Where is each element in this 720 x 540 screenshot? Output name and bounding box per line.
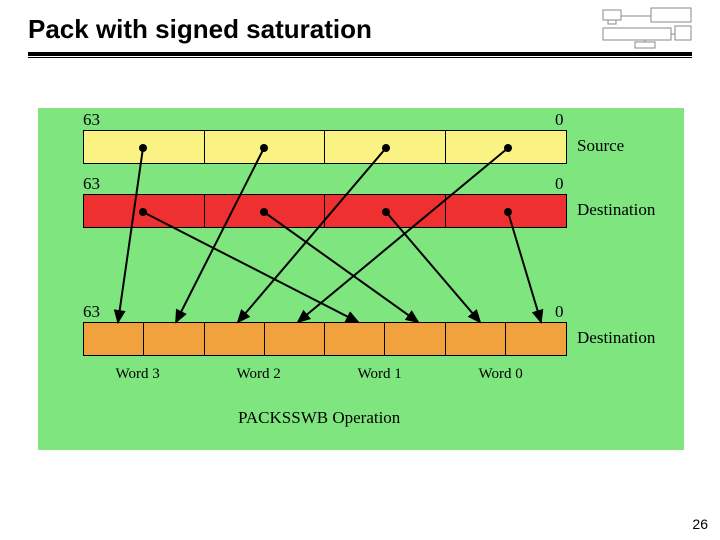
header-logo-icon bbox=[601, 6, 696, 51]
arrow bbox=[238, 148, 386, 322]
dst1-cell bbox=[84, 195, 205, 227]
src-cell bbox=[325, 131, 446, 163]
diagram-caption: PACKSSWB Operation bbox=[238, 408, 400, 428]
dst2-cell bbox=[144, 323, 204, 355]
bit-label: 63 bbox=[83, 174, 100, 194]
dst1-cell bbox=[325, 195, 446, 227]
bit-label: 0 bbox=[555, 302, 564, 322]
arrow bbox=[176, 148, 264, 322]
slide: Pack with signed saturation 63 0 Source 63 0… bbox=[0, 0, 720, 540]
bit-label: 63 bbox=[83, 110, 100, 130]
src-cell bbox=[446, 131, 567, 163]
arrow bbox=[508, 212, 541, 322]
packsswb-diagram: 63 0 Source 63 0 Destination 63 0 Destination Wor… bbox=[38, 108, 684, 450]
src-cell bbox=[84, 131, 205, 163]
dst1-cell bbox=[205, 195, 326, 227]
word-label: Word 3 bbox=[116, 366, 160, 383]
page-number: 26 bbox=[692, 516, 708, 532]
word-label: Word 2 bbox=[237, 366, 281, 383]
arrow bbox=[143, 212, 358, 322]
dst2-cell bbox=[84, 323, 144, 355]
arrow bbox=[298, 148, 508, 322]
dst2-cell bbox=[385, 323, 445, 355]
dst2-cell bbox=[446, 323, 506, 355]
arrow bbox=[386, 212, 480, 322]
dst1-cell bbox=[446, 195, 567, 227]
title-underline-thin bbox=[28, 57, 692, 58]
dst2-cell bbox=[205, 323, 265, 355]
page-title: Pack with signed saturation bbox=[28, 14, 372, 45]
arrow bbox=[118, 148, 143, 322]
title-underline-thick bbox=[28, 52, 692, 56]
word-label: Word 1 bbox=[358, 366, 402, 383]
dst2-cell bbox=[506, 323, 566, 355]
bit-label: 0 bbox=[555, 110, 564, 130]
register-label: Destination bbox=[577, 200, 655, 220]
register-label: Destination bbox=[577, 328, 655, 348]
bit-label: 63 bbox=[83, 302, 100, 322]
arrow bbox=[264, 212, 418, 322]
register-label: Source bbox=[577, 136, 624, 156]
dst2-register bbox=[83, 322, 567, 356]
bit-label: 0 bbox=[555, 174, 564, 194]
word-label: Word 0 bbox=[479, 366, 523, 383]
dst1-register bbox=[83, 194, 567, 228]
src-cell bbox=[205, 131, 326, 163]
dst2-cell bbox=[325, 323, 385, 355]
dst2-cell bbox=[265, 323, 325, 355]
src-register bbox=[83, 130, 567, 164]
